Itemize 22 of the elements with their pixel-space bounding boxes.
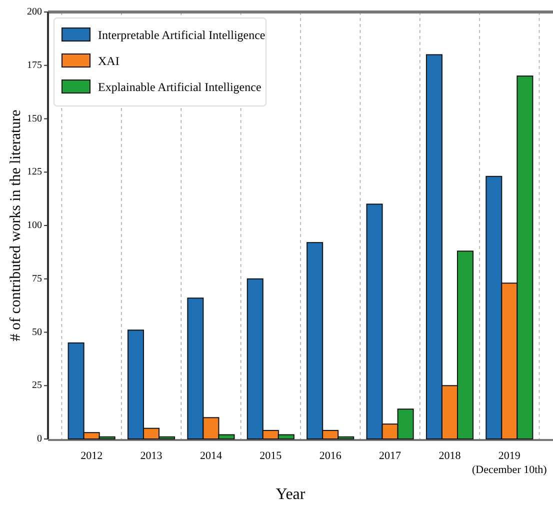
x-tick-label: 2012 (80, 450, 103, 462)
x-tick-label: 2015 (260, 450, 282, 462)
y-tick-label: 125 (27, 166, 42, 178)
x-tick-label: 2018 (438, 450, 462, 462)
y-axis-title: # of contributed works in the literature (8, 109, 24, 342)
y-tick-label: 0 (37, 434, 42, 444)
x-tick-label: 2016 (319, 450, 342, 462)
x-tick-label: 2013 (140, 450, 163, 462)
x-axis-title: Year (276, 486, 306, 503)
y-tick-label: 75 (32, 273, 42, 284)
y-tick-label: 200 (27, 6, 42, 18)
x-tick-label: 2019 (December 10th) (472, 450, 548, 476)
x-tick-label: 2017 (379, 450, 402, 462)
y-tick-label: 175 (27, 60, 42, 71)
y-tick-label: 25 (32, 380, 42, 392)
y-tick-label: 150 (27, 113, 42, 124)
y-tick-label: 50 (32, 326, 42, 338)
legend-label: XAI (98, 54, 120, 68)
y-tick-label: 100 (27, 220, 42, 231)
legend-label: Explainable Artificial Intelligence (98, 80, 262, 94)
x-tick-label: 2014 (200, 450, 222, 462)
legend-label: Interpretable Artificial Intelligence (98, 28, 266, 42)
